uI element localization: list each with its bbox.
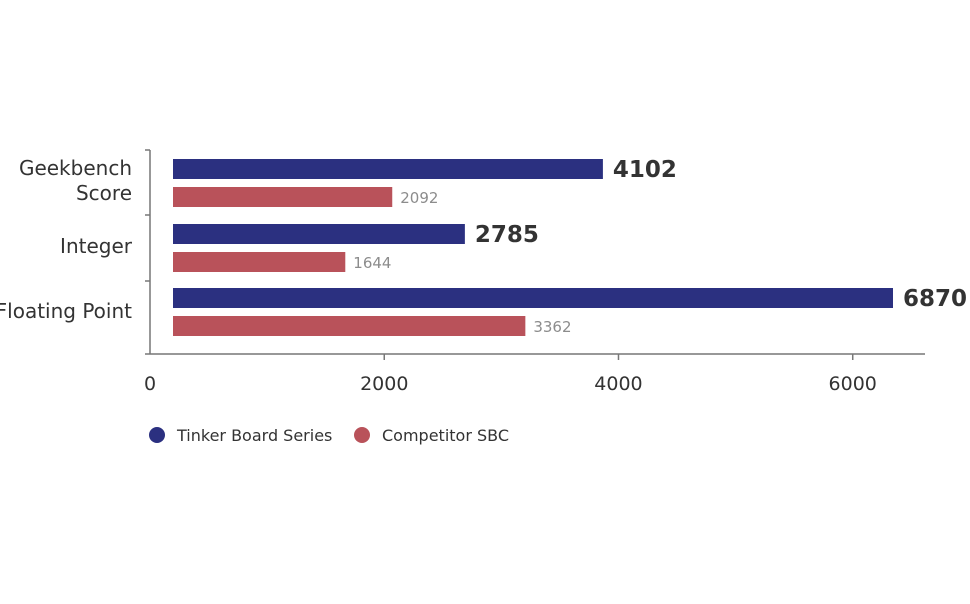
- data-label: 2092: [400, 189, 438, 207]
- data-label: 1644: [353, 254, 391, 272]
- legend-marker: [149, 427, 165, 443]
- legend-marker: [354, 427, 370, 443]
- category-label: Floating Point: [0, 299, 132, 323]
- data-label: 4102: [613, 157, 677, 183]
- category-label: Score: [76, 181, 132, 205]
- x-tick-label: 4000: [594, 373, 642, 395]
- category-label: Integer: [60, 234, 133, 258]
- bar-tinker-board: [173, 288, 893, 308]
- bar-tinker-board: [173, 224, 465, 244]
- bar-competitor: [173, 252, 346, 272]
- legend-label: Competitor SBC: [382, 426, 509, 445]
- legend-label: Tinker Board Series: [176, 426, 332, 445]
- data-label: 2785: [475, 222, 539, 248]
- bar-competitor: [173, 187, 393, 207]
- data-label: 6870: [903, 286, 967, 312]
- bar-tinker-board: [173, 159, 603, 179]
- bar-competitor: [173, 316, 526, 336]
- data-label: 3362: [533, 318, 571, 336]
- category-label: Geekbench: [19, 156, 132, 180]
- x-tick-label: 6000: [829, 373, 877, 395]
- x-tick-label: 2000: [360, 373, 408, 395]
- x-tick-label: 0: [144, 373, 156, 395]
